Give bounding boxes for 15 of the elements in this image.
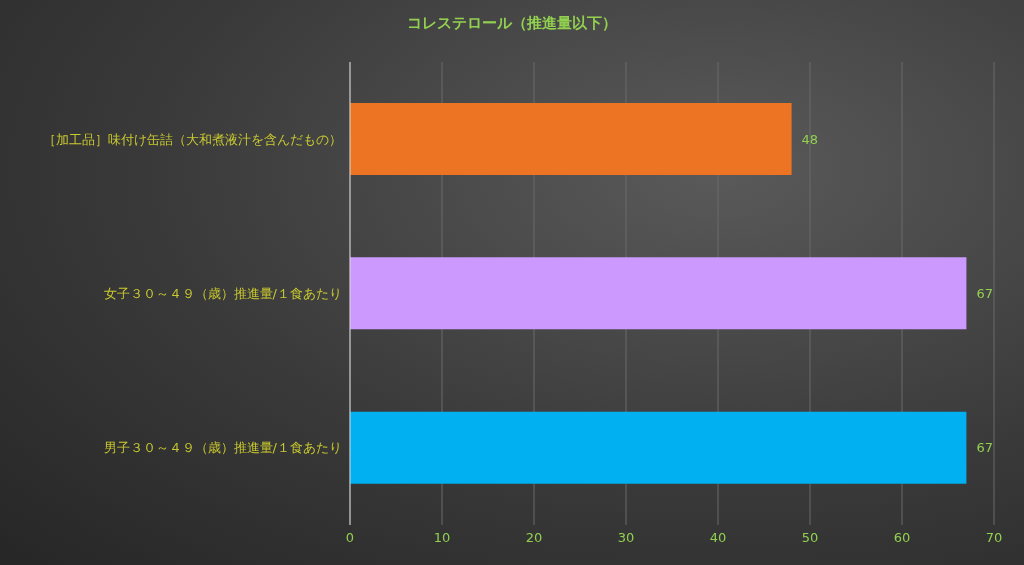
y-tick-label: 女子３０～４９（歳）推進量/１食あたり (103, 286, 342, 302)
x-tick-label: 60 (893, 530, 911, 546)
y-tick-label: 男子３０～４９（歳）推進量/１食あたり (103, 440, 342, 456)
x-tick-label: 40 (709, 530, 727, 546)
data-label: 48 (801, 131, 819, 147)
x-tick-label: 30 (617, 530, 635, 546)
x-tick-label: 50 (801, 530, 819, 546)
data-label: 67 (976, 285, 993, 301)
x-tick-label: 70 (985, 530, 1003, 546)
data-label: 67 (976, 440, 993, 456)
x-tick-label: 0 (345, 530, 355, 546)
y-tick-label: ［加工品］味付け缶詰（大和煮液汁を含んだもの） (43, 131, 342, 147)
chart-title: コレステロール（推進量以下） (406, 14, 618, 33)
x-tick-label: 10 (433, 530, 451, 546)
x-tick-label: 20 (525, 530, 543, 546)
